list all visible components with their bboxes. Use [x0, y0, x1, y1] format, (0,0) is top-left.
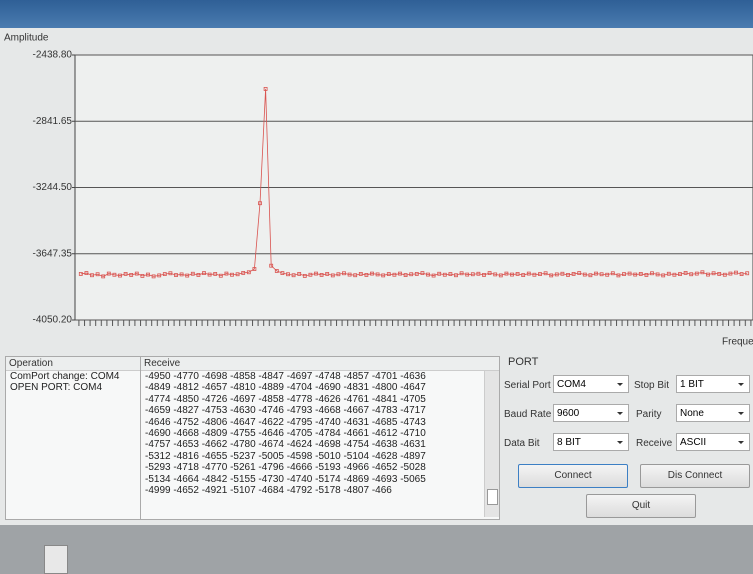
- page: Amplitude Freque -4050.20 -3647.35 -3244.5…: [0, 0, 753, 572]
- field-label: Data Bit: [504, 438, 540, 449]
- quit-button[interactable]: Quit: [586, 494, 696, 518]
- x-minor-ticks: [75, 320, 753, 326]
- stop-bit-select[interactable]: 1 BIT: [676, 375, 750, 393]
- scroll-thumb[interactable]: [487, 489, 498, 505]
- log-line: -5312 -4816 -4655 -5237 -5005 -4598 -501…: [141, 451, 499, 462]
- window: Amplitude Freque -4050.20 -3647.35 -3244.5…: [0, 0, 753, 525]
- field-label: Parity: [636, 409, 662, 420]
- log-line: OPEN PORT: COM4: [6, 382, 140, 393]
- parity-select[interactable]: None: [676, 404, 750, 422]
- x-axis-label: Freque: [722, 337, 753, 348]
- connect-button[interactable]: Connect: [518, 464, 628, 488]
- operation-header: Operation: [6, 357, 140, 371]
- field-label: Stop Bit: [634, 380, 669, 391]
- log-line: -4757 -4653 -4662 -4780 -4674 -4624 -469…: [141, 439, 499, 450]
- title-bar: [0, 0, 753, 28]
- disconnect-button[interactable]: Dis Connect: [640, 464, 750, 488]
- log-line: -4849 -4812 -4657 -4810 -4889 -4704 -469…: [141, 382, 499, 393]
- log-line: -5134 -4664 -4842 -5155 -4730 -4740 -517…: [141, 474, 499, 485]
- serial-port-select[interactable]: COM4: [553, 375, 629, 393]
- desktop-icon[interactable]: [44, 545, 68, 574]
- baud-rate-select[interactable]: 9600: [553, 404, 629, 422]
- log-line: -4950 -4770 -4698 -4858 -4847 -4697 -474…: [141, 371, 499, 382]
- receive-panel: Receive -4950 -4770 -4698 -4858 -4847 -4…: [140, 356, 500, 520]
- log-line: -4659 -4827 -4753 -4630 -4746 -4793 -466…: [141, 405, 499, 416]
- y-tick-label: -2841.65: [33, 116, 73, 127]
- log-line: -4646 -4752 -4806 -4647 -4622 -4795 -474…: [141, 417, 499, 428]
- log-line: -4774 -4850 -4726 -4697 -4858 -4778 -462…: [141, 394, 499, 405]
- receive-select[interactable]: ASCII: [676, 433, 750, 451]
- field-label: Serial Port: [504, 380, 551, 391]
- log-line: ComPort change: COM4: [6, 371, 140, 382]
- receive-log[interactable]: -4950 -4770 -4698 -4858 -4847 -4697 -474…: [141, 371, 499, 496]
- y-tick-label: -3647.35: [33, 248, 73, 259]
- log-line: -4690 -4668 -4809 -4755 -4646 -4705 -478…: [141, 428, 499, 439]
- port-header: PORT: [508, 356, 538, 368]
- scrollbar[interactable]: [484, 371, 499, 517]
- y-tick-label: -2438.80: [33, 50, 73, 61]
- data-bit-select[interactable]: 8 BIT: [553, 433, 629, 451]
- y-axis-label: Amplitude: [4, 33, 49, 44]
- field-label: Receive: [636, 438, 672, 449]
- log-line: -5293 -4718 -4770 -5261 -4796 -4666 -519…: [141, 462, 499, 473]
- y-tick-label: -4050.20: [33, 315, 73, 326]
- receive-header: Receive: [141, 357, 499, 371]
- field-label: Baud Rate: [504, 409, 551, 420]
- chart: Amplitude Freque -4050.20 -3647.35 -3244.5…: [0, 28, 753, 378]
- y-tick-label: -3244.50: [33, 182, 73, 193]
- log-line: -4999 -4652 -4921 -5107 -4684 -4792 -517…: [141, 485, 499, 496]
